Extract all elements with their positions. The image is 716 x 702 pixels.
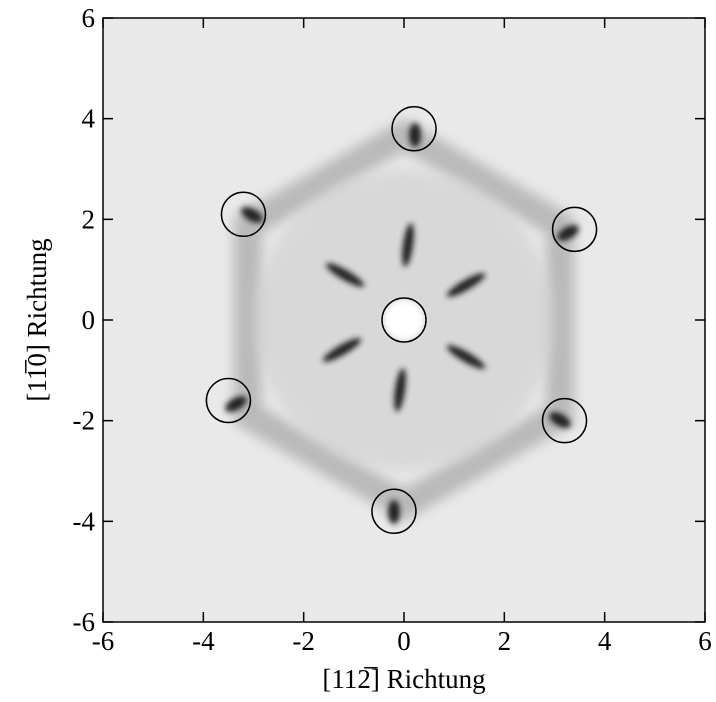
y-tick-label: 6 [82,3,96,33]
marker-circle [371,488,417,535]
marker-circle [391,105,437,152]
y-tick-label: 4 [82,104,96,134]
x-tick-label: -2 [292,626,315,656]
y-tick-label: -2 [73,406,96,436]
x-tick-label: 6 [698,626,712,656]
y-tick-label: 0 [82,305,96,335]
x-tick-label: 2 [498,626,512,656]
x-tick-label: 0 [397,626,411,656]
x-tick-label: -4 [192,626,215,656]
marker-circle [205,377,252,424]
x-tick-label: 4 [598,626,612,656]
x-axis-label: [112̅] Richtung [322,664,485,694]
marker-circle [381,297,427,343]
y-tick-label: -6 [73,607,96,637]
diffraction-image [103,18,705,622]
marker-circle [551,206,598,253]
y-axis-label: [11̅0] Richtung [22,238,52,401]
marker-circle [541,397,588,444]
x-tick-label: -6 [92,626,115,656]
y-tick-label: -4 [73,506,96,536]
y-tick-label: 2 [82,204,96,234]
marker-circle [220,191,267,238]
